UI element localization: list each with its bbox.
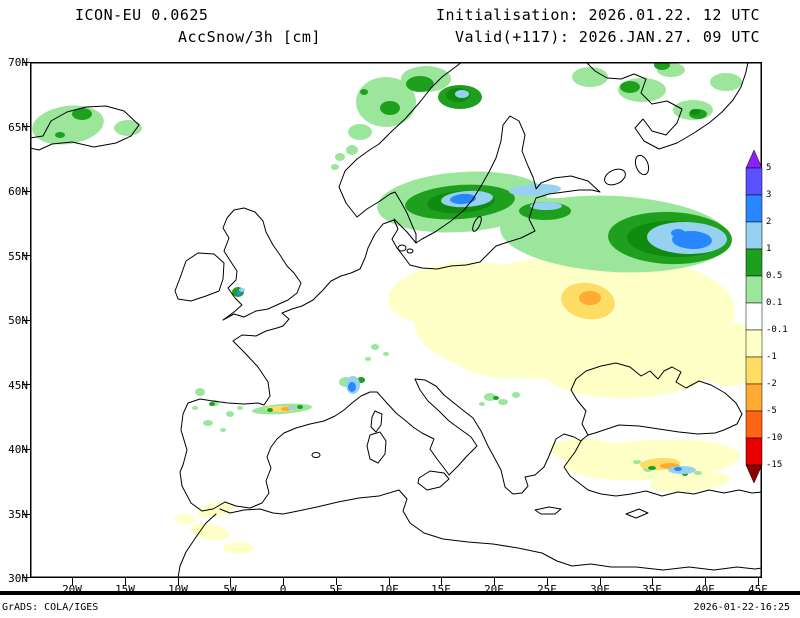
lon-tick [230,578,231,585]
lon-tick [705,578,706,585]
lat-axis-label: 35N [8,508,28,521]
lon-tick [600,578,601,585]
colorbar-label: 3 [766,190,772,200]
europe-map [30,62,762,578]
lon-tick [494,578,495,585]
lat-tick [23,320,30,321]
lat-axis-label: 65N [8,121,28,134]
lat-tick [23,126,30,127]
lat-axis-label: 45N [8,379,28,392]
lat-tick [23,449,30,450]
colorbar-label: -0.1 [766,325,788,335]
lon-axis-label: 0 [279,583,287,596]
lon-tick [283,578,284,585]
colorbar-label: -5 [766,406,777,416]
grads-credit: GrADS: COLA/IGES [2,602,99,613]
init-time: Initialisation: 2026.01.22. 12 UTC [435,6,760,24]
lon-tick [441,578,442,585]
lon-tick [547,578,548,585]
colorbar [745,149,763,484]
colorbar-label: -2 [766,379,777,389]
valid-time: Valid(+117): 2026.JAN.27. 09 UTC [455,28,760,46]
lat-tick [23,62,30,63]
colorbar-label: 0.1 [766,298,783,308]
lat-axis-label: 70N [8,56,28,69]
lat-axis-label: 30N [8,572,28,585]
colorbar-label: 0.5 [766,271,783,281]
lat-tick [23,191,30,192]
lon-tick [178,578,179,585]
lon-tick [72,578,73,585]
lat-tick [23,255,30,256]
lon-tick [336,578,337,585]
lat-tick [23,514,30,515]
colorbar-label: -10 [766,433,783,443]
colorbar-label: 2 [766,217,772,227]
colorbar-over-arrow [745,149,763,169]
lat-tick [23,577,30,578]
lat-axis-label: 40N [8,443,28,456]
snow-shading [32,62,762,554]
footer-rule [0,591,800,595]
colorbar-under-arrow [745,464,763,484]
lat-tick [23,384,30,385]
colorbar-label: 1 [766,244,772,254]
colorbar-label: -15 [766,460,783,470]
lon-tick [652,578,653,585]
colorbar-label: -1 [766,352,777,362]
variable-title: AccSnow/3h [cm] [178,28,321,46]
lon-tick [389,578,390,585]
lat-axis-label: 55N [8,250,28,263]
model-title: ICON-EU 0.0625 [75,6,209,24]
lat-axis-label: 60N [8,185,28,198]
coastlines [30,62,762,578]
lon-tick [125,578,126,585]
lat-axis-label: 50N [8,314,28,327]
colorbar-label: 5 [766,163,772,173]
lakes [604,154,650,186]
lon-tick [758,578,759,585]
render-timestamp: 2026-01-22-16:25 [693,602,790,613]
